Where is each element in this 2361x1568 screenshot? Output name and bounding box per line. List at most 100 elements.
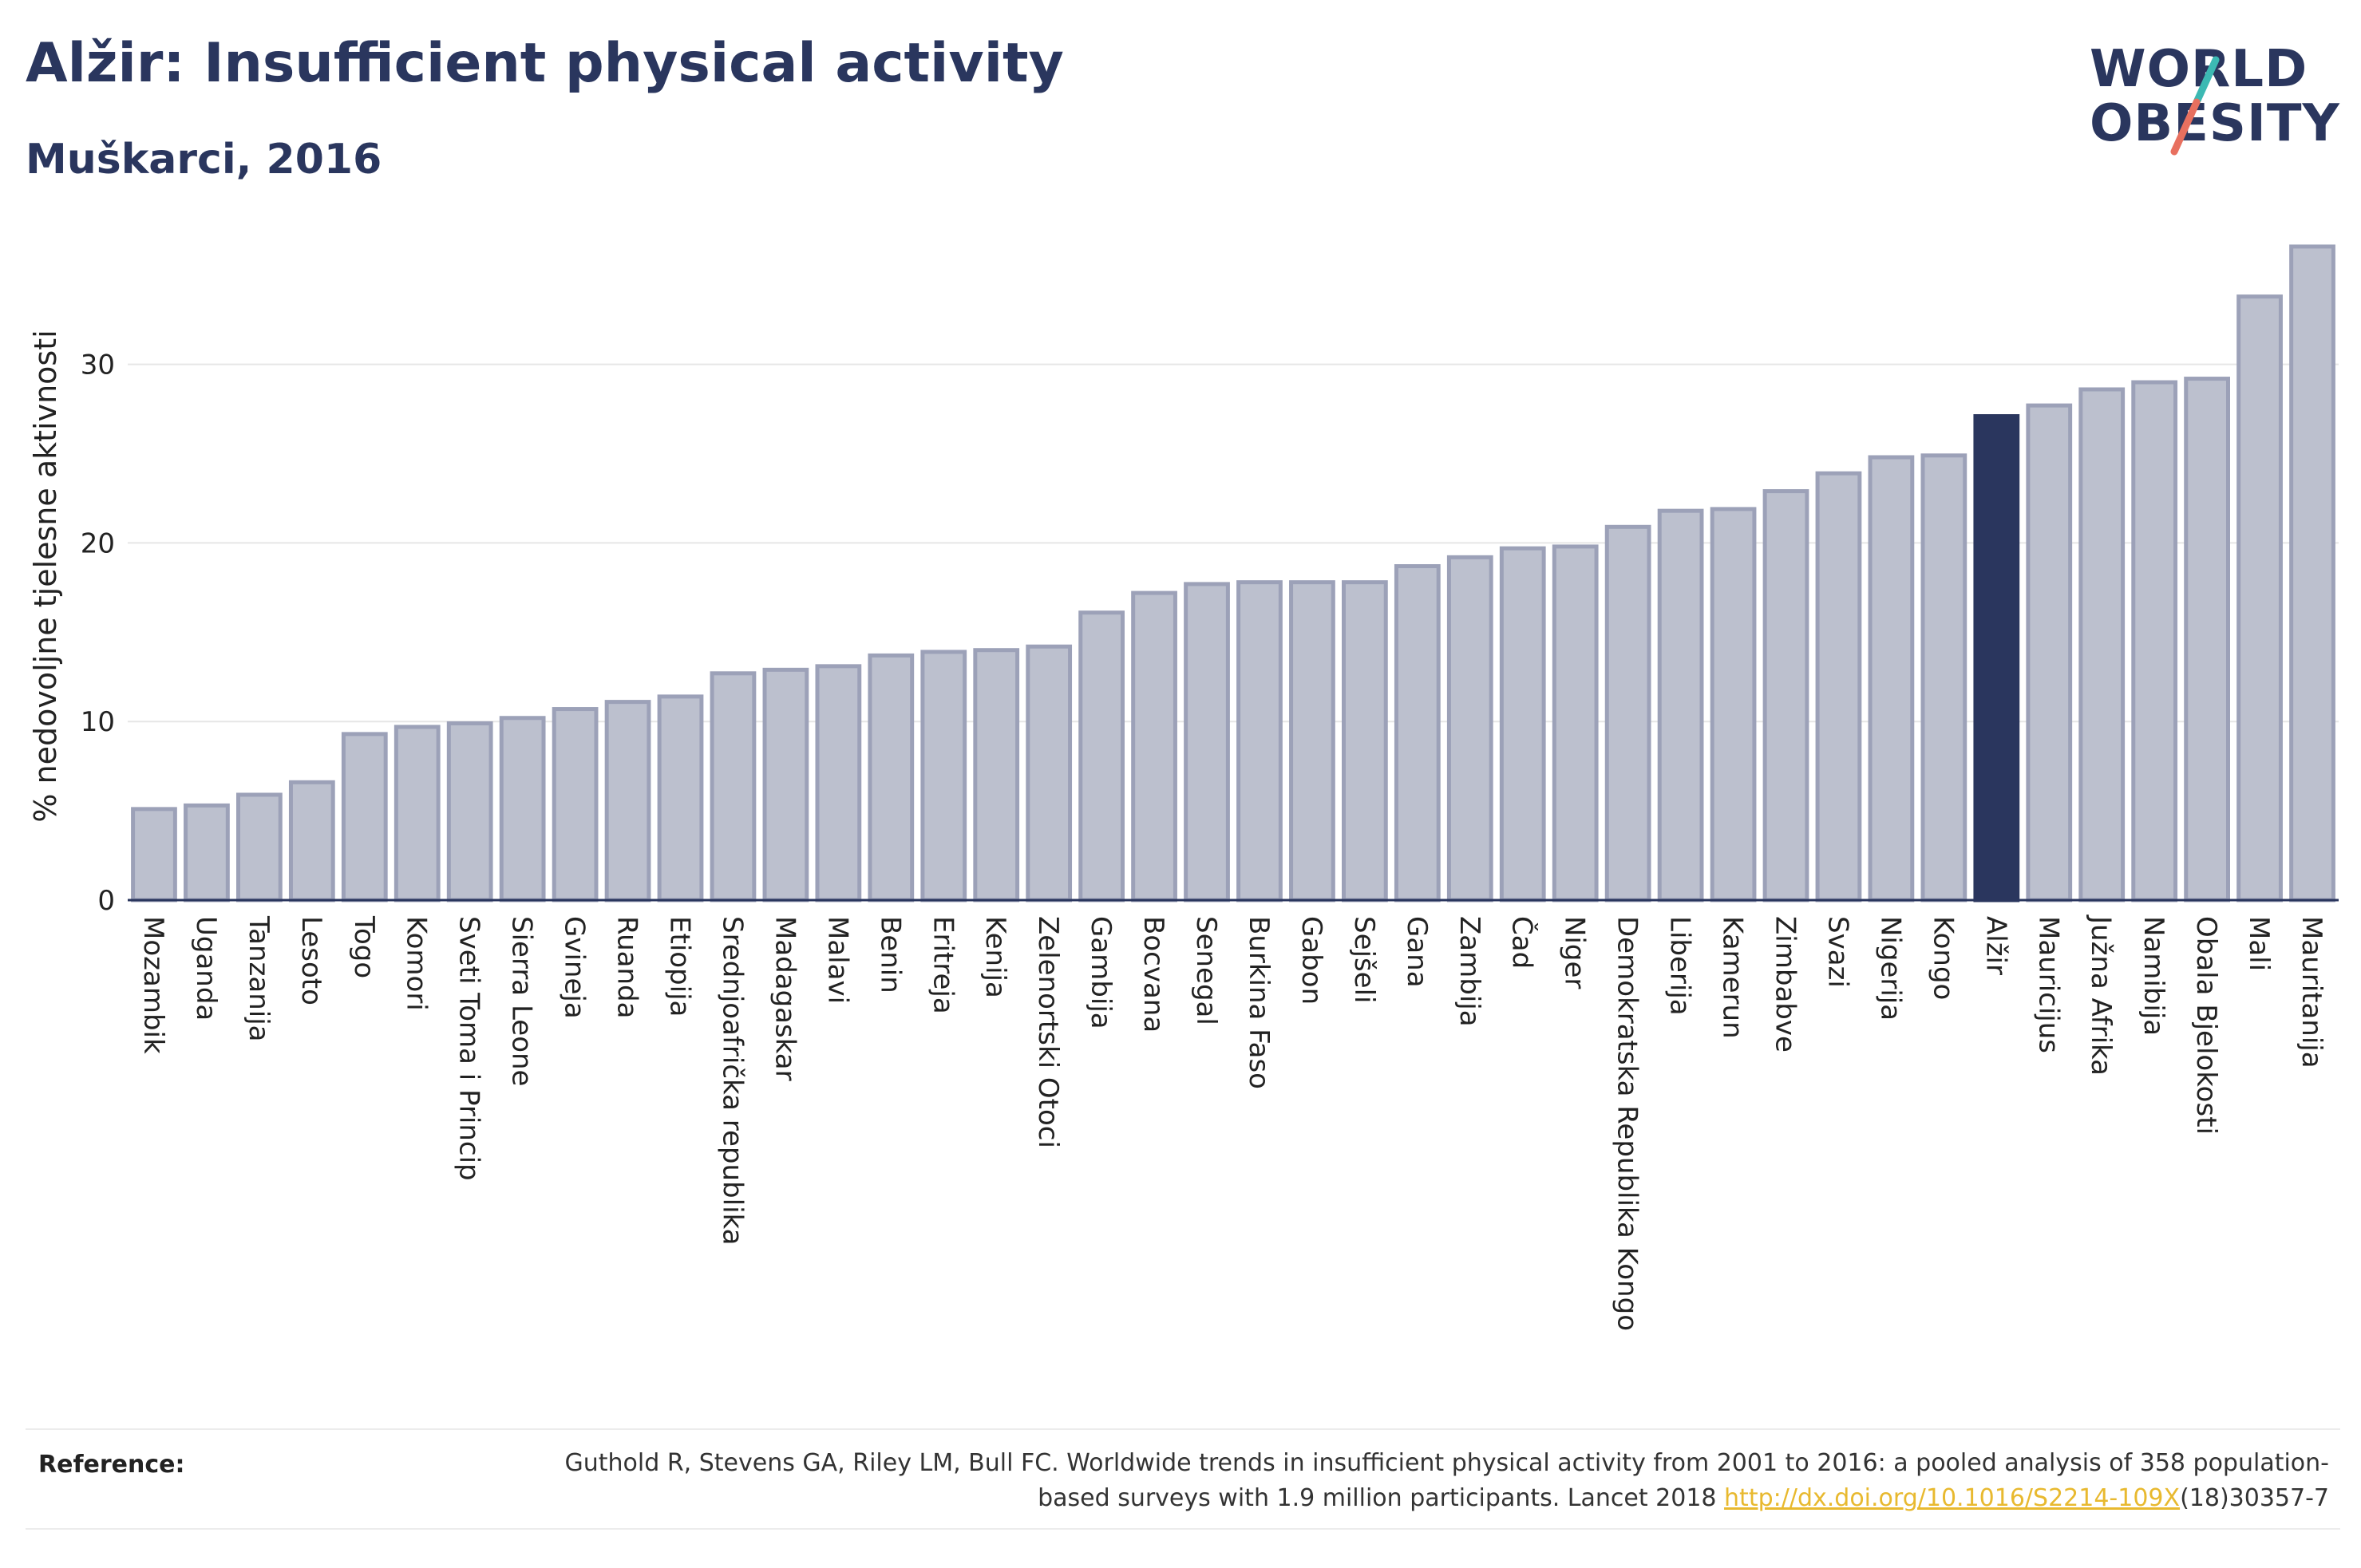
bar (394, 725, 441, 902)
x-tick-label: Svazi (1821, 916, 1853, 988)
chart-title: Alžir: Insufficient physical activity (26, 32, 1064, 95)
y-axis-label: % nedovoljne tjelesne aktivnosti (28, 330, 63, 822)
x-tick-label: Čad (1506, 916, 1539, 969)
bar (1026, 644, 1073, 902)
x-tick-label: Bocvana (1137, 916, 1169, 1033)
world-obesity-logo[interactable]: WORLD OBESITY (2075, 32, 2347, 168)
y-tick-label: 0 (97, 885, 115, 917)
x-tick-label: Uganda (190, 916, 222, 1021)
bar (1868, 455, 1915, 902)
bar (1604, 524, 1651, 902)
x-tick-label: Komori (401, 916, 433, 1011)
x-tick-label: Gana (1401, 916, 1433, 988)
bar (1762, 489, 1809, 902)
x-tick-label: Ruanda (611, 916, 643, 1018)
logo-text-world: WORLD (2090, 40, 2308, 99)
reference-divider-bottom (26, 1528, 2340, 1530)
bar-chart: 0 10 20 30 % nedovoljne tjelesne aktivnosti M… (28, 244, 2339, 1331)
reference-doi-link[interactable]: http://dx.doi.org/10.1016/S2214-109X (1724, 1484, 2181, 1512)
x-tick-label: Sveti Toma i Princip (453, 916, 485, 1181)
bar (341, 732, 388, 902)
bar (1446, 555, 1493, 902)
x-tick-label: Južna Afrika (2085, 914, 2117, 1076)
x-tick-label: Liberija (1664, 916, 1696, 1016)
x-tick-label: Sejšeli (1348, 916, 1380, 1003)
bar (184, 803, 230, 902)
x-tick-label: Gvineja (559, 916, 591, 1019)
bar (1499, 546, 1546, 902)
logo-text-obesity: OBESITY (2090, 94, 2340, 153)
bar (762, 667, 809, 902)
bar (815, 664, 862, 902)
y-tick-label: 10 (81, 706, 115, 738)
y-tick-label: 30 (81, 350, 115, 381)
bar (288, 780, 335, 902)
x-tick-label: Kongo (1927, 916, 1959, 1000)
bar (552, 707, 599, 902)
x-tick-label: Sierra Leone (506, 916, 538, 1086)
bar (1657, 508, 1704, 902)
x-tick-label: Zelenortski Otoci (1032, 916, 1064, 1148)
x-tick-label: Namibija (2138, 916, 2169, 1036)
y-tick-label: 20 (81, 527, 115, 559)
bar (657, 694, 704, 902)
bar (973, 648, 1020, 902)
bar (1184, 582, 1230, 902)
x-tick-label: Demokratska Republika Kongo (1612, 916, 1643, 1331)
bar (1552, 544, 1599, 902)
x-tick-label: Mali (2243, 916, 2275, 971)
bar (131, 807, 177, 902)
bar (446, 721, 493, 902)
bar (2131, 380, 2178, 902)
bar (499, 716, 546, 902)
x-tick-label: Tanzanija (243, 915, 275, 1041)
x-tick-label: Mozambik (137, 916, 169, 1054)
x-tick-label: Alžir (1979, 916, 2011, 975)
x-tick-label: Kamerun (1717, 916, 1749, 1039)
x-tick-label: Eritreja (927, 916, 959, 1014)
x-tick-label: Malavi (821, 916, 853, 1004)
x-tick-label: Senegal (1190, 916, 1222, 1025)
x-tick-label: Nigerija (1874, 916, 1906, 1021)
x-tick-label: Mauritanija (2296, 916, 2327, 1068)
x-tick-label: Zimbabve (1770, 916, 1801, 1053)
x-tick-label: Zambija (1453, 916, 1485, 1027)
bar (1815, 471, 1862, 902)
x-tick-label: Gabon (1295, 916, 1327, 1005)
x-tick-label: Niger (1559, 916, 1591, 989)
bar (1394, 564, 1441, 902)
x-tick-label: Benin (874, 916, 906, 993)
x-tick-label: Madagaskar (769, 916, 801, 1081)
bar (236, 792, 283, 902)
bar (1289, 580, 1335, 902)
bar (1920, 453, 1968, 902)
bar (2289, 244, 2335, 902)
reference-suffix: (18)30357-7 (2180, 1484, 2329, 1512)
logo-slash-icon (2170, 56, 2220, 156)
bar (1236, 580, 1283, 902)
x-tick-label: Obala Bjelokosti (2190, 916, 2222, 1135)
bar (1710, 507, 1757, 902)
bar (604, 700, 651, 902)
reference-text: Guthold R, Stevens GA, Riley LM, Bull FC… (493, 1446, 2329, 1516)
x-tick-label: Togo (348, 915, 380, 978)
bar (710, 671, 757, 902)
reference-label: Reference: (38, 1451, 185, 1479)
x-tick-label: Etiopija (664, 916, 696, 1017)
bar (1342, 580, 1388, 902)
x-tick-label: Gambija (1085, 916, 1117, 1029)
chart-subtitle: Muškarci, 2016 (26, 136, 382, 184)
bar (2236, 294, 2283, 902)
x-tick-label: Srednjoafrička republika (716, 916, 748, 1245)
bar (2078, 387, 2126, 902)
reference-citation: Guthold R, Stevens GA, Riley LM, Bull FC… (564, 1449, 2329, 1512)
bar (1078, 610, 1125, 902)
reference-divider-top (26, 1428, 2340, 1430)
x-tick-label: Kenija (979, 916, 1011, 998)
bar (2184, 377, 2230, 902)
bar (2026, 403, 2073, 902)
bar (920, 650, 967, 902)
bar (1131, 590, 1177, 902)
bar (868, 653, 915, 902)
bar (1973, 414, 2020, 902)
